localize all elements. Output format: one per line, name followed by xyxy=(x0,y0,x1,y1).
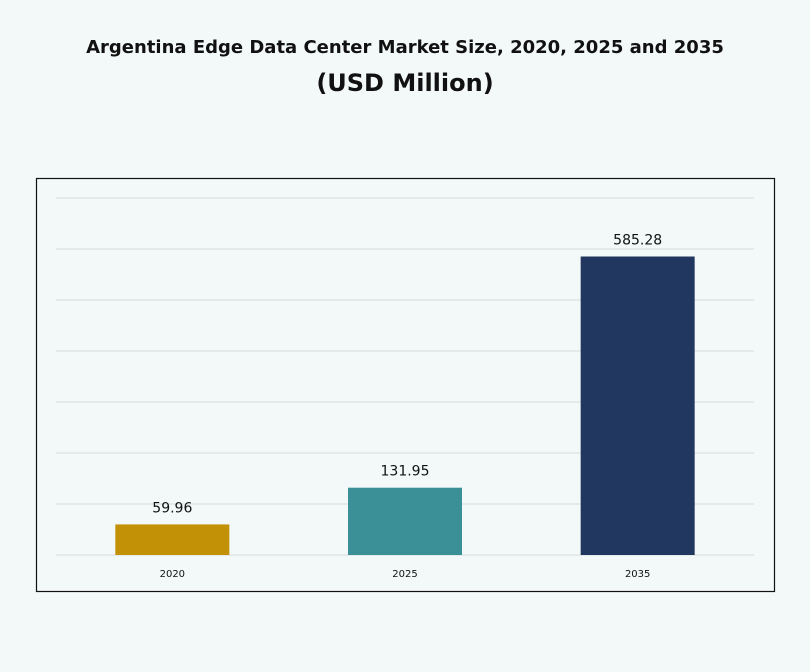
chart-title: Argentina Edge Data Center Market Size, … xyxy=(86,37,724,58)
x-tick-label: 2020 xyxy=(160,569,185,580)
data-label: 131.95 xyxy=(381,464,430,480)
data-label: 59.96 xyxy=(152,500,192,516)
data-label: 585.28 xyxy=(613,233,662,249)
x-tick-label: 2035 xyxy=(625,569,650,580)
bar xyxy=(580,256,695,555)
bar xyxy=(115,524,230,555)
chart-subtitle: (USD Million) xyxy=(316,69,493,97)
bar xyxy=(348,487,462,555)
x-tick-label: 2025 xyxy=(392,569,417,580)
